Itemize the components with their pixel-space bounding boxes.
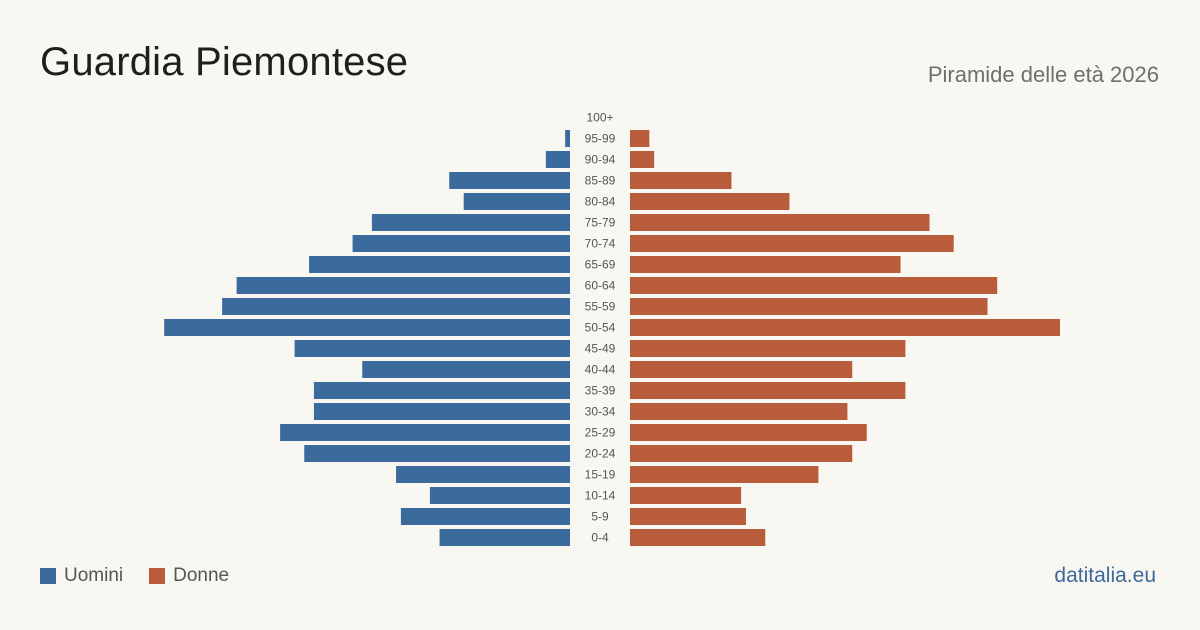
legend-swatch-men (40, 568, 56, 584)
bar-women-10-14 (630, 487, 742, 504)
bar-men-65-69 (309, 256, 570, 273)
bar-men-45-49 (294, 340, 570, 357)
bar-women-45-49 (630, 340, 906, 357)
chart-title: Guardia Piemontese (40, 40, 409, 84)
bar-women-65-69 (630, 256, 901, 273)
bar-men-50-54 (164, 319, 571, 336)
bar-men-25-29 (280, 424, 570, 441)
bar-women-55-59 (630, 298, 988, 315)
bar-men-10-14 (429, 487, 570, 504)
bar-women-30-34 (630, 403, 848, 420)
bar-men-80-84 (463, 193, 570, 210)
age-label-100+: 100+ (586, 111, 613, 125)
bar-women-90-94 (630, 151, 655, 168)
legend: Uomini Donne (40, 565, 255, 587)
age-label-10-14: 10-14 (585, 489, 616, 503)
bar-women-35-39 (630, 382, 906, 399)
age-label-80-84: 80-84 (585, 195, 616, 209)
legend-label-women: Donne (173, 565, 230, 586)
bar-men-75-79 (371, 214, 570, 231)
bar-women-70-74 (630, 235, 954, 252)
bar-women-80-84 (630, 193, 790, 210)
age-label-60-64: 60-64 (585, 279, 616, 293)
bar-men-55-59 (222, 298, 570, 315)
bar-men-5-9 (400, 508, 570, 525)
legend-label-men: Uomini (64, 565, 124, 586)
age-label-35-39: 35-39 (585, 384, 616, 398)
bar-women-75-79 (630, 214, 930, 231)
bar-men-20-24 (304, 445, 570, 462)
age-label-30-34: 30-34 (585, 405, 616, 419)
age-label-20-24: 20-24 (585, 447, 616, 461)
age-label-70-74: 70-74 (585, 237, 616, 251)
bar-men-35-39 (313, 382, 570, 399)
bar-women-15-19 (630, 466, 819, 483)
age-label-95-99: 95-99 (585, 132, 616, 146)
bar-men-90-94 (545, 151, 570, 168)
age-label-15-19: 15-19 (585, 468, 616, 482)
age-label-55-59: 55-59 (585, 300, 616, 314)
age-label-65-69: 65-69 (585, 258, 616, 272)
bar-women-0-4 (630, 529, 766, 546)
age-label-25-29: 25-29 (585, 426, 616, 440)
age-label-5-9: 5-9 (591, 510, 609, 524)
bar-men-95-99 (565, 130, 570, 147)
bar-men-40-44 (362, 361, 570, 378)
bar-men-15-19 (396, 466, 570, 483)
age-label-40-44: 40-44 (585, 363, 616, 377)
bar-women-25-29 (630, 424, 867, 441)
bar-women-50-54 (630, 319, 1060, 336)
bar-women-40-44 (630, 361, 853, 378)
bar-men-60-64 (236, 277, 570, 294)
bar-men-85-89 (449, 172, 570, 189)
bar-women-95-99 (630, 130, 650, 147)
legend-swatch-women (149, 568, 166, 584)
bar-women-20-24 (630, 445, 853, 462)
age-label-0-4: 0-4 (591, 531, 609, 545)
bar-women-60-64 (630, 277, 998, 294)
bar-men-70-74 (352, 235, 570, 252)
source-link[interactable]: datitalia.eu (1054, 564, 1156, 587)
age-label-75-79: 75-79 (585, 216, 616, 230)
bar-women-85-89 (630, 172, 732, 189)
age-label-50-54: 50-54 (585, 321, 616, 335)
age-label-85-89: 85-89 (585, 174, 616, 188)
bar-men-30-34 (313, 403, 570, 420)
legend-item-men: Uomini (40, 565, 123, 587)
chart-subtitle: Piramide delle età 2026 (927, 62, 1159, 87)
bar-women-5-9 (630, 508, 746, 525)
age-label-90-94: 90-94 (585, 153, 616, 167)
legend-item-women: Donne (149, 565, 229, 587)
bar-men-0-4 (439, 529, 570, 546)
age-label-45-49: 45-49 (585, 342, 616, 356)
